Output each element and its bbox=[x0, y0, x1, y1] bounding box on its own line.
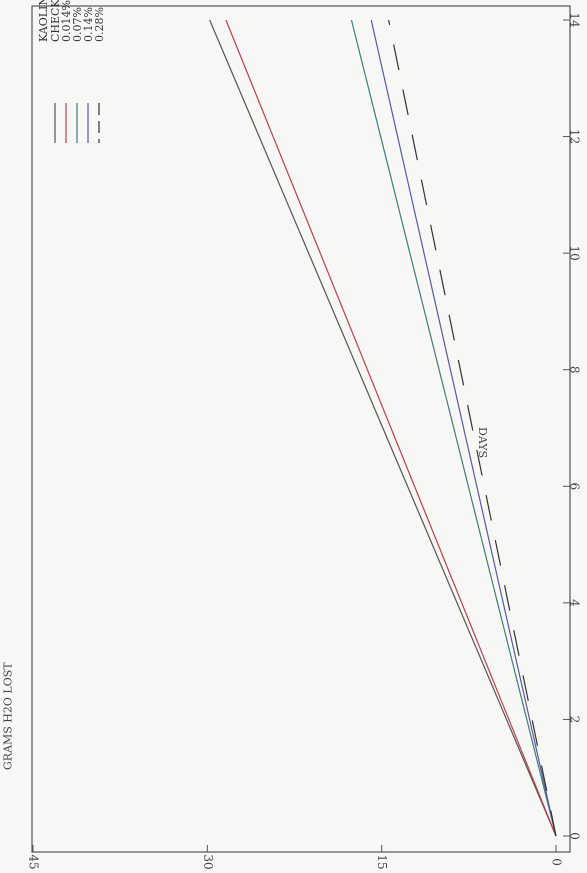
legend-label-2: 0.014% bbox=[60, 0, 73, 42]
series-line-3 bbox=[350, 19, 557, 837]
x-tick-label: 8 bbox=[568, 366, 582, 374]
legend-label-3: 0.07% bbox=[71, 7, 84, 42]
x-tick-label: 0 bbox=[568, 832, 582, 840]
series-line-5 bbox=[388, 19, 557, 837]
y-tick-label: 30 bbox=[201, 854, 215, 869]
axis-title-grams-lost: GRAMS H2O LOST bbox=[2, 662, 15, 770]
series-line-4 bbox=[370, 19, 557, 837]
y-tick-label: 45 bbox=[27, 854, 41, 869]
legend: KAOLINITE SUBSOIL CHECK0.014%0.07%0.14%0… bbox=[37, 0, 106, 143]
legend-label-1: CHECK bbox=[49, 0, 62, 42]
legend-label-4: 0.14% bbox=[82, 7, 95, 42]
x-tick-label: 2 bbox=[568, 716, 582, 724]
tick-layer: 0 2 4 6 8 10 12 14 0 15 30 45 bbox=[27, 12, 582, 869]
y-tick-label: 15 bbox=[375, 854, 389, 869]
y-tick-label: 0 bbox=[550, 858, 564, 866]
plot-frame bbox=[31, 5, 571, 853]
series-line-1 bbox=[209, 19, 557, 837]
x-tick-label: 14 bbox=[568, 12, 582, 28]
axis-title-days: DAYS bbox=[476, 427, 489, 458]
series-line-2 bbox=[225, 19, 557, 837]
x-tick-label: 4 bbox=[568, 599, 582, 607]
legend-title: KAOLINITE SUBSOIL bbox=[37, 0, 50, 42]
legend-label-5: 0.28% bbox=[93, 7, 106, 42]
x-tick-label: 6 bbox=[568, 482, 582, 490]
series-layer bbox=[209, 19, 557, 837]
x-tick-label: 10 bbox=[568, 246, 582, 261]
x-tick-label: 12 bbox=[568, 129, 582, 144]
